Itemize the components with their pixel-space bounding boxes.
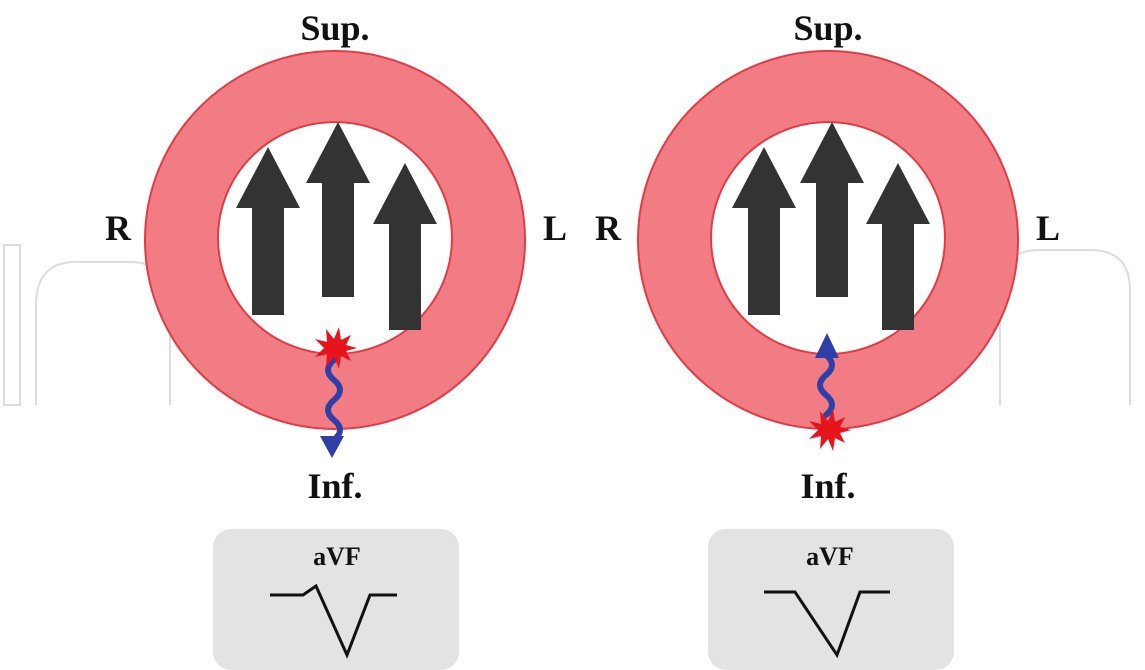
ecg-trace-st-depression xyxy=(764,590,890,659)
label-right: L xyxy=(543,208,567,248)
panel-left: Sup. L R Inf. xyxy=(105,8,567,506)
injury-current-wave xyxy=(325,357,343,443)
label-right: L xyxy=(1036,208,1060,248)
ecg-trace-st-elevation xyxy=(270,583,397,659)
label-inferior: Inf. xyxy=(307,466,362,506)
ecg-box-right: aVF xyxy=(708,529,954,670)
injury-burst-icon xyxy=(315,327,357,369)
arrow-up-icon xyxy=(373,163,437,330)
depolarization-arrows xyxy=(732,122,930,330)
label-left: R xyxy=(595,208,622,248)
panel-right: Sup. L R Inf. xyxy=(595,8,1060,506)
wave-arrowhead-icon xyxy=(815,333,839,358)
arrow-up-icon xyxy=(732,147,796,315)
arrow-up-icon xyxy=(306,122,370,297)
arrow-up-icon xyxy=(866,163,930,330)
arrow-up-icon xyxy=(800,122,864,297)
injury-current-wave xyxy=(817,352,835,418)
wave-arrowhead-icon xyxy=(320,436,344,458)
label-superior: Sup. xyxy=(300,8,369,48)
label-inferior: Inf. xyxy=(800,466,855,506)
label-superior: Sup. xyxy=(793,8,862,48)
ecg-lead-label: aVF xyxy=(806,542,854,571)
injury-burst-icon xyxy=(809,409,851,451)
ecg-box-left: aVF xyxy=(213,529,459,670)
arrow-up-icon xyxy=(236,147,300,315)
label-left: R xyxy=(105,208,132,248)
depolarization-arrows xyxy=(236,122,437,330)
ecg-lead-label: aVF xyxy=(313,542,361,571)
